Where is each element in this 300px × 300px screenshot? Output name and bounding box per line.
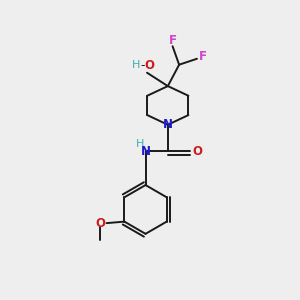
Text: N: N	[140, 145, 151, 158]
Text: O: O	[192, 145, 202, 158]
Text: -: -	[140, 59, 145, 72]
Text: N: N	[163, 118, 173, 131]
Text: H: H	[132, 60, 140, 70]
Text: O: O	[95, 217, 105, 230]
Text: O: O	[144, 59, 154, 72]
Text: F: F	[199, 50, 207, 63]
Text: F: F	[169, 34, 177, 47]
Text: H: H	[135, 139, 144, 149]
